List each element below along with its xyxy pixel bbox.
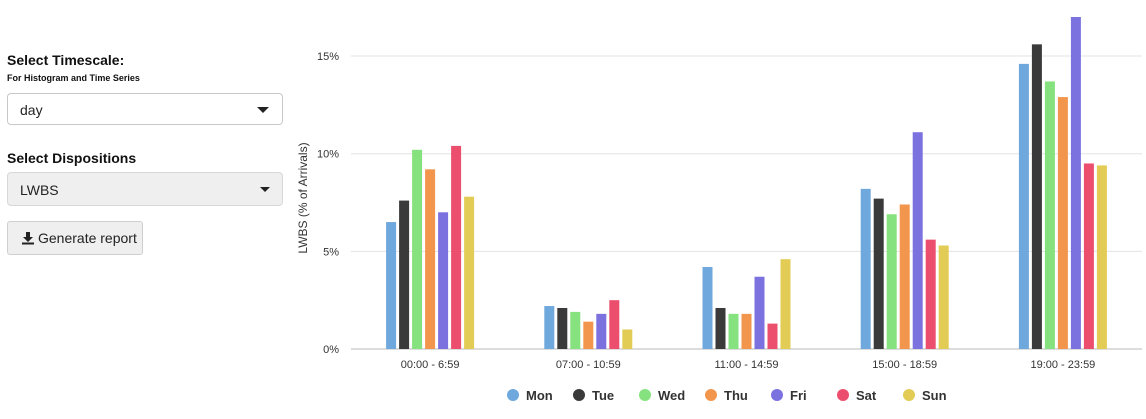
bar-wed[interactable] xyxy=(728,313,739,349)
legend-marker xyxy=(903,389,915,401)
bar-sat[interactable] xyxy=(609,300,620,349)
dispositions-label: Select Dispositions xyxy=(7,150,137,166)
bar-mon[interactable] xyxy=(860,188,871,349)
x-tick-label: 15:00 - 18:59 xyxy=(872,359,937,371)
bar-thu[interactable] xyxy=(1057,97,1068,349)
legend-marker xyxy=(639,389,651,401)
bar-tue[interactable] xyxy=(1031,44,1042,349)
bar-mon[interactable] xyxy=(702,266,713,349)
bar-tue[interactable] xyxy=(715,307,726,349)
legend-label: Fri xyxy=(790,388,807,403)
bar-sat[interactable] xyxy=(925,239,936,349)
legend-label: Tue xyxy=(592,388,614,403)
y-tick-label: 5% xyxy=(323,246,339,258)
bar-fri[interactable] xyxy=(912,132,923,349)
legend-label: Sun xyxy=(922,388,947,403)
legend-label: Wed xyxy=(658,388,685,403)
legend[interactable]: Mon Tue Wed Thu Fri Sat Sun xyxy=(507,388,947,403)
y-tick-label: 15% xyxy=(317,51,339,63)
legend-marker xyxy=(771,389,783,401)
legend-marker xyxy=(837,389,849,401)
legend-item-sat[interactable]: Sat xyxy=(837,388,877,403)
bar-wed[interactable] xyxy=(1044,81,1055,350)
bar-sun[interactable] xyxy=(780,259,791,349)
x-axis-ticks: 00:00 - 6:59 07:00 - 10:59 11:00 - 14:59 15… xyxy=(401,359,1096,371)
bar-wed[interactable] xyxy=(412,149,423,349)
bar-sat[interactable] xyxy=(451,145,462,349)
bar-sun[interactable] xyxy=(1096,165,1107,349)
y-axis-title: LWBS (% of Arrivals) xyxy=(296,142,310,253)
bar-mon[interactable] xyxy=(544,306,555,349)
bar-tue[interactable] xyxy=(873,198,884,349)
legend-item-tue[interactable]: Tue xyxy=(573,388,614,403)
y-tick-label: 10% xyxy=(317,149,339,161)
bar-sat[interactable] xyxy=(1083,163,1094,349)
bar-thu[interactable] xyxy=(425,169,436,349)
legend-label: Sat xyxy=(856,388,877,403)
y-tick-label: 0% xyxy=(323,344,339,356)
bar-fri[interactable] xyxy=(1070,17,1081,349)
generate-report-button[interactable]: Generate report xyxy=(7,221,143,255)
y-axis-ticks: 0% 5% 10% 15% xyxy=(317,51,339,356)
legend-label: Thu xyxy=(724,388,748,403)
timescale-select[interactable]: day xyxy=(7,93,283,125)
dispositions-select-value: LWBS xyxy=(20,182,59,198)
dispositions-select[interactable]: LWBS xyxy=(7,172,283,206)
timescale-select-value: day xyxy=(20,102,43,118)
bar-mon[interactable] xyxy=(386,222,397,349)
legend-item-fri[interactable]: Fri xyxy=(771,388,807,403)
bar-fri[interactable] xyxy=(596,313,607,349)
legend-marker xyxy=(573,389,585,401)
bar-mon[interactable] xyxy=(1018,63,1029,350)
sidebar: Select Timescale: For Histogram and Time… xyxy=(0,0,300,419)
lwbs-bar-chart: 0% 5% 10% 15% LWBS (% of Arrivals) 00:00 - … xyxy=(296,17,1142,403)
x-tick-label: 07:00 - 10:59 xyxy=(556,359,621,371)
legend-marker xyxy=(507,389,519,401)
bar-fri[interactable] xyxy=(754,276,765,349)
x-tick-label: 19:00 - 23:59 xyxy=(1030,359,1095,371)
bar-sat[interactable] xyxy=(767,323,778,349)
legend-item-thu[interactable]: Thu xyxy=(705,388,748,403)
bar-thu[interactable] xyxy=(741,313,752,349)
bar-thu[interactable] xyxy=(583,321,594,349)
bars xyxy=(386,17,1107,350)
bar-wed[interactable] xyxy=(570,311,581,349)
timescale-label: Select Timescale: xyxy=(7,52,125,68)
bar-thu[interactable] xyxy=(899,204,910,349)
x-tick-label: 00:00 - 6:59 xyxy=(401,359,460,371)
chevron-down-icon xyxy=(257,107,269,113)
legend-marker xyxy=(705,389,717,401)
generate-report-label: Generate report xyxy=(38,230,137,246)
legend-item-mon[interactable]: Mon xyxy=(507,388,553,403)
timescale-sublabel: For Histogram and Time Series xyxy=(7,73,140,83)
chevron-down-icon xyxy=(260,187,270,192)
bar-sun[interactable] xyxy=(938,245,949,349)
bar-tue[interactable] xyxy=(399,200,410,349)
bar-sun[interactable] xyxy=(464,196,475,349)
bar-sun[interactable] xyxy=(622,329,633,349)
x-tick-label: 11:00 - 14:59 xyxy=(714,359,778,371)
legend-item-sun[interactable]: Sun xyxy=(903,388,947,403)
legend-item-wed[interactable]: Wed xyxy=(639,388,685,403)
bar-tue[interactable] xyxy=(557,307,568,349)
bar-wed[interactable] xyxy=(886,214,897,349)
bar-fri[interactable] xyxy=(438,212,449,349)
download-icon xyxy=(22,232,34,245)
legend-label: Mon xyxy=(526,388,553,403)
